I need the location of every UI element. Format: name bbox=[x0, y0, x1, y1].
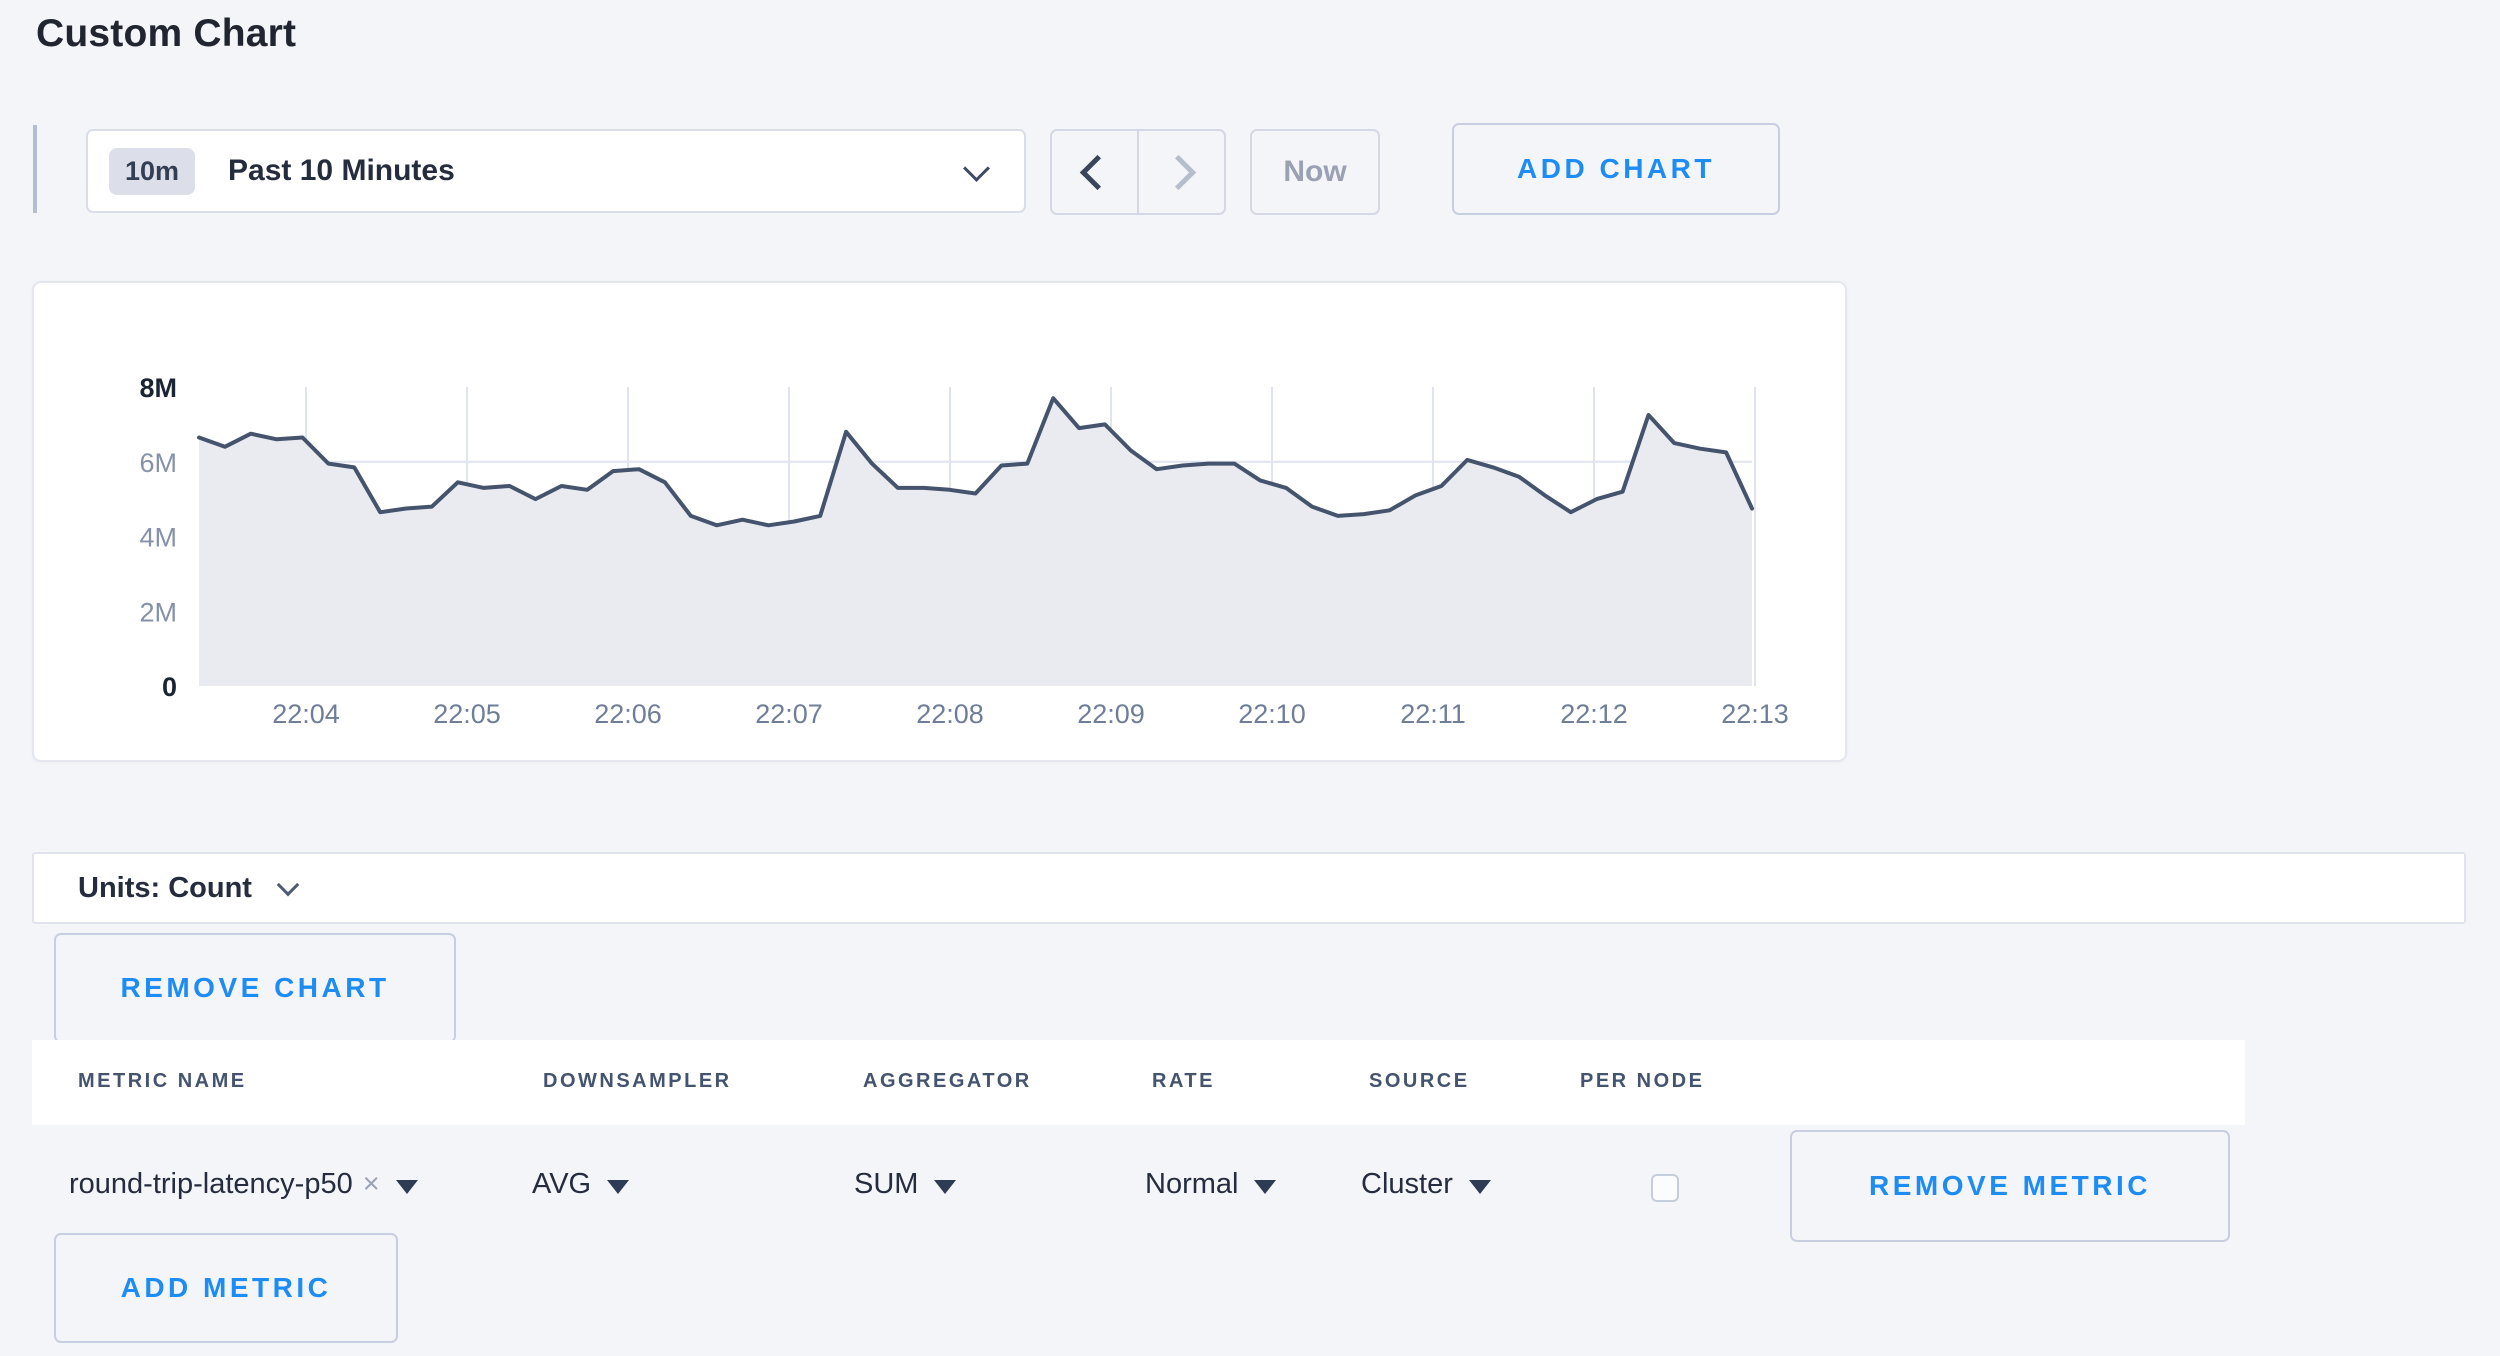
metric-name-value: round-trip-latency-p50 bbox=[69, 1168, 353, 1200]
chevron-down-icon bbox=[276, 873, 300, 897]
svg-text:22:13: 22:13 bbox=[1721, 699, 1789, 729]
svg-text:22:10: 22:10 bbox=[1238, 699, 1306, 729]
col-header-per-node: PER NODE bbox=[1580, 1070, 1705, 1092]
col-header-metric-name: METRIC NAME bbox=[78, 1070, 247, 1092]
svg-text:22:04: 22:04 bbox=[272, 699, 340, 729]
svg-text:22:05: 22:05 bbox=[433, 699, 501, 729]
chevron-right-icon bbox=[1160, 154, 1197, 190]
svg-text:2M: 2M bbox=[139, 597, 177, 627]
clear-metric-icon[interactable]: × bbox=[362, 1168, 380, 1200]
downsampler-value: AVG bbox=[532, 1168, 592, 1200]
col-header-rate: RATE bbox=[1152, 1070, 1215, 1092]
caret-down-icon bbox=[1254, 1179, 1277, 1194]
caret-down-icon bbox=[607, 1179, 630, 1194]
rate-value: Normal bbox=[1145, 1168, 1239, 1200]
svg-text:22:12: 22:12 bbox=[1560, 699, 1628, 729]
svg-text:22:11: 22:11 bbox=[1400, 699, 1466, 729]
chevron-left-icon bbox=[1079, 154, 1116, 190]
svg-text:22:08: 22:08 bbox=[916, 699, 984, 729]
svg-text:6M: 6M bbox=[139, 448, 177, 478]
caret-down-icon bbox=[1468, 1179, 1491, 1194]
time-nav-group bbox=[1050, 129, 1226, 215]
downsampler-dropdown[interactable]: AVG bbox=[532, 1168, 630, 1201]
add-metric-button[interactable]: ADD METRIC bbox=[54, 1233, 398, 1343]
units-label: Units: Count bbox=[78, 871, 252, 904]
prev-range-button[interactable] bbox=[1052, 131, 1139, 213]
page-title: Custom Chart bbox=[36, 12, 297, 55]
time-range-badge: 10m bbox=[109, 147, 196, 195]
aggregator-dropdown[interactable]: SUM bbox=[854, 1168, 957, 1201]
col-header-aggregator: AGGREGATOR bbox=[863, 1070, 1032, 1092]
col-header-source: SOURCE bbox=[1369, 1070, 1470, 1092]
svg-text:0: 0 bbox=[162, 672, 177, 702]
now-button[interactable]: Now bbox=[1250, 129, 1380, 215]
chart-card: 8M 6M 4M 2M 0 22:04 22:05 22:06 22:07 22:08 22:09 2… bbox=[32, 281, 1847, 762]
svg-text:8M: 8M bbox=[139, 373, 177, 403]
time-range-label: Past 10 Minutes bbox=[228, 154, 455, 187]
next-range-button[interactable] bbox=[1139, 131, 1224, 213]
chevron-down-icon bbox=[963, 155, 990, 182]
svg-text:4M: 4M bbox=[139, 523, 177, 553]
caret-down-icon bbox=[934, 1179, 957, 1194]
remove-chart-button[interactable]: REMOVE CHART bbox=[54, 933, 456, 1043]
per-node-checkbox[interactable] bbox=[1651, 1174, 1679, 1202]
time-range-dropdown[interactable]: 10m Past 10 Minutes bbox=[86, 129, 1026, 213]
metrics-table-header: METRIC NAME DOWNSAMPLER AGGREGATOR RATE … bbox=[32, 1040, 2245, 1125]
col-header-downsampler: DOWNSAMPLER bbox=[543, 1070, 732, 1092]
svg-text:22:06: 22:06 bbox=[594, 699, 662, 729]
metric-name-dropdown[interactable]: round-trip-latency-p50 × bbox=[69, 1168, 418, 1201]
svg-text:22:09: 22:09 bbox=[1077, 699, 1145, 729]
rate-dropdown[interactable]: Normal bbox=[1145, 1168, 1277, 1201]
source-value: Cluster bbox=[1361, 1168, 1453, 1200]
timeseries-chart[interactable]: 8M 6M 4M 2M 0 22:04 22:05 22:06 22:07 22:08 22:09 2… bbox=[34, 283, 1845, 760]
aggregator-value: SUM bbox=[854, 1168, 919, 1200]
accent-divider bbox=[33, 125, 37, 213]
source-dropdown[interactable]: Cluster bbox=[1361, 1168, 1491, 1201]
units-dropdown[interactable]: Units: Count bbox=[32, 852, 2466, 924]
caret-down-icon bbox=[395, 1179, 418, 1194]
svg-text:22:07: 22:07 bbox=[755, 699, 823, 729]
remove-metric-button[interactable]: REMOVE METRIC bbox=[1790, 1130, 2230, 1242]
add-chart-button[interactable]: ADD CHART bbox=[1452, 123, 1780, 215]
